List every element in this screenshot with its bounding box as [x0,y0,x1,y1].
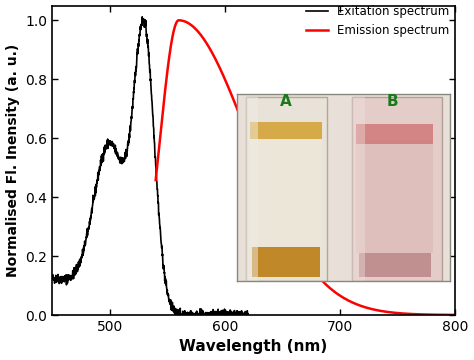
Emission spectrum [452,313,458,317]
Bar [250,135,322,247]
Emission spectrum [359,304,365,308]
Exitation spectrum [206,313,211,317]
Exitation spectrum [128,119,134,123]
Line: Emission spectrum: Emission spectrum [155,20,455,315]
Bar [356,123,433,144]
X-axis label: Wavelength (nm): Wavelength (nm) [180,339,328,355]
Bar [352,97,365,281]
Exitation spectrum [136,42,141,46]
Emission spectrum [153,178,158,182]
Bar [358,253,431,277]
Legend: Exitation spectrum, Emission spectrum: Exitation spectrum, Emission spectrum [306,5,449,37]
Exitation spectrum [245,311,251,316]
Emission spectrum [184,20,190,24]
Emission spectrum [392,311,398,315]
Emission spectrum [176,18,182,22]
Text: A: A [280,94,292,109]
Emission spectrum [387,310,392,314]
Emission spectrum [285,228,291,233]
Exitation spectrum [49,275,55,280]
Bar [246,97,327,281]
Line: Exitation spectrum: Exitation spectrum [52,17,248,315]
Exitation spectrum [184,311,190,315]
Exitation spectrum [202,313,208,317]
Y-axis label: Normalised Fl. Inensity (a. u.): Normalised Fl. Inensity (a. u.) [6,44,19,277]
Bar [352,97,442,281]
Exitation spectrum [139,15,145,19]
Exitation spectrum [173,313,178,317]
Bar [250,122,322,139]
Emission spectrum [274,206,280,210]
Bar [356,140,433,253]
Text: B: B [387,94,399,109]
Exitation spectrum [69,274,75,279]
Bar [246,97,258,281]
Bar [252,247,320,277]
